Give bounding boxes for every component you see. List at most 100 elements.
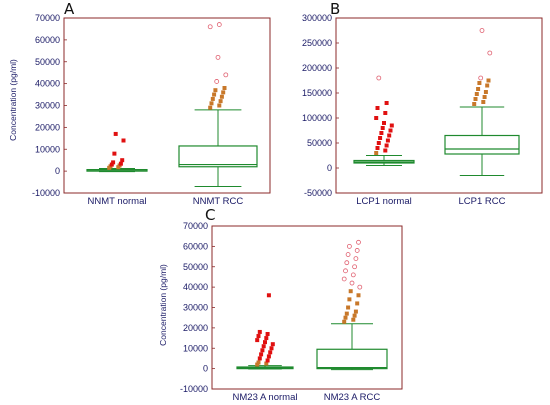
outlier-point [263,340,267,345]
outlier-point [266,293,271,298]
outlier-point [348,289,353,294]
ytick-label: 20000 [183,323,208,333]
outlier-point [212,92,217,97]
ytick-label: 50000 [307,138,332,148]
outlier-point [353,309,358,314]
ytick-label: 70000 [183,221,208,231]
ytick-label: 50000 [35,57,60,67]
ytick-label: 10000 [35,144,60,154]
outlier-point [382,121,386,125]
outlier-point [215,54,221,60]
outlier-point [478,75,484,81]
panel-c-frame [211,225,403,390]
outlier-point [255,362,260,367]
outlier-point [379,131,384,135]
outlier-point [266,354,271,359]
outlier-point [257,329,262,334]
outlier-point [255,338,260,343]
ytick-label: 50000 [183,262,208,272]
outlier-point [111,160,116,165]
outlier-point [350,272,356,278]
outlier-point [218,99,223,104]
outlier-point [109,162,114,167]
outlier-point [343,268,348,274]
ytick-label: 200000 [302,63,332,73]
ytick-label: 20000 [35,122,60,132]
ytick-label: 0 [55,166,60,176]
panel-b-xlabel-1: LCP1 normal [356,196,411,207]
ytick-label: 0 [203,364,208,374]
ytick-label: 70000 [35,13,60,23]
outlier-point [387,133,392,138]
outlier-point [210,96,215,101]
ytick-label: 10000 [183,343,208,353]
outlier-point [352,264,358,270]
outlier-point [482,95,487,99]
outlier-point [352,313,357,318]
box-iqr [178,145,258,168]
outlier-point [213,88,218,93]
ytick-label: -10000 [180,384,208,394]
outlier-point [353,256,359,262]
ytick-label: 40000 [35,79,60,89]
outlier-point [357,284,363,290]
outlier-point [256,334,261,339]
outlier-point [256,360,261,365]
outlier-point [261,344,266,349]
outlier-point [270,342,275,347]
outlier-point [476,87,481,91]
ytick-label: 300000 [302,13,332,23]
outlier-point [383,148,388,153]
outlier-point [269,346,274,351]
outlier-point [354,248,360,253]
outlier-point [113,131,118,136]
outlier-point [344,260,350,266]
outlier-point [345,252,351,257]
outlier-point [479,28,485,33]
outlier-point [216,22,222,27]
outlier-point [260,348,265,353]
outlier-point [374,151,379,155]
box-iqr [316,348,388,370]
panel-c-xlabel-2: NM23 A RCC [324,392,381,403]
panel-c-letter: C [205,206,215,224]
outlier-point [219,94,224,99]
outlier-point [217,103,222,108]
outlier-point [343,315,348,320]
panel-c-ytick-group: -10000 0 10000 20000 30000 40000 50000 60000 700… [180,221,215,394]
outlier-point [264,336,269,341]
outlier-point [118,161,123,166]
outlier-point [384,101,389,105]
ytick-label: 60000 [183,241,208,251]
panel-a-letter: A [64,0,75,18]
outlier-point [487,50,493,56]
outlier-point [481,100,486,104]
outlier-point [483,90,488,94]
outlier-point [341,276,347,282]
outlier-point [374,116,379,120]
outlier-point [375,146,380,150]
outlier-point [344,311,349,316]
outlier-point [265,331,270,336]
panel-a-ytick-group: -10000 0 10000 20000 30000 40000 50000 60000 700… [32,13,67,198]
outlier-point [356,239,361,245]
outlier-point [221,90,226,95]
outlier-point [342,319,347,324]
outlier-point [257,356,262,361]
panel-a-marks [86,22,258,187]
outlier-point [375,106,380,110]
outlier-point [346,305,351,310]
box-iqr [444,134,520,155]
outlier-point [385,138,390,143]
ytick-label: -50000 [304,188,332,198]
panel-b-ytick-group: -50000 0 50000 100000 150000 200000 250000 3000… [302,13,339,198]
panel-b-frame [335,17,543,194]
outlier-point [474,92,479,96]
outlier-point [473,97,478,101]
outlier-point [485,83,490,88]
panel-b-xlabel-2: LCP1 RCC [459,196,506,207]
outlier-point [208,105,213,110]
outlier-point [383,111,388,115]
outlier-point [355,301,360,306]
